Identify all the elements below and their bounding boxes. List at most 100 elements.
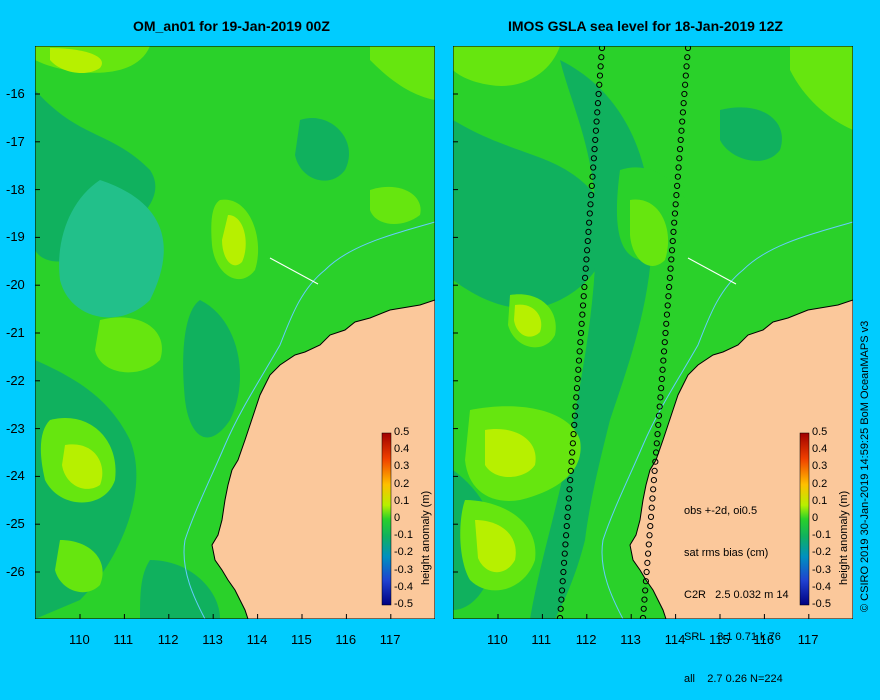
right-positive-anomaly-region xyxy=(790,46,853,130)
colorbar-tick-label: -0.5 xyxy=(394,598,413,610)
observation-point xyxy=(560,568,567,576)
observation-point xyxy=(680,100,687,107)
latitude-label: -23 xyxy=(6,420,25,436)
observation-point xyxy=(577,329,585,337)
observation-point xyxy=(580,293,587,300)
colorbar-tick-label: 0.2 xyxy=(394,477,410,490)
longitude-label: 116 xyxy=(753,632,775,647)
latitude-label: -16 xyxy=(6,86,25,101)
latitude-label: -22 xyxy=(6,372,25,388)
observation-point xyxy=(649,495,656,502)
observation-point xyxy=(679,118,686,125)
observation-point xyxy=(679,109,687,116)
observation-point xyxy=(670,228,677,235)
left-positive-anomaly-region xyxy=(62,444,103,489)
observation-point xyxy=(666,274,673,281)
observation-point xyxy=(571,412,579,419)
observation-point xyxy=(652,458,659,465)
longitude-label: 112 xyxy=(575,632,597,647)
latitude-label: -19 xyxy=(6,229,25,245)
observation-point xyxy=(650,476,657,484)
longitude-label: 111 xyxy=(531,632,552,647)
observation-point xyxy=(584,237,591,245)
observation-point xyxy=(677,136,684,144)
right-panel-title: IMOS GSLA sea level for 18-Jan-2019 12Z xyxy=(508,18,783,34)
observation-point xyxy=(672,201,679,208)
observation-point xyxy=(642,587,649,594)
left-negative-anomaly-region xyxy=(295,118,349,181)
observation-point xyxy=(569,449,576,456)
latitude-label: -24 xyxy=(6,468,25,484)
right-land-australia xyxy=(629,299,853,619)
left-positive-anomaly-region xyxy=(222,215,246,266)
observation-point xyxy=(676,155,683,162)
colorbar-tick-label: 0.3 xyxy=(394,460,410,473)
latitude-label: -25 xyxy=(6,516,25,532)
observation-point xyxy=(567,467,574,475)
observation-point xyxy=(662,329,669,337)
right-negative-anomaly-region xyxy=(720,107,782,161)
observation-point xyxy=(579,302,587,309)
observation-point xyxy=(647,513,655,520)
observation-point xyxy=(640,605,647,612)
observation-point xyxy=(652,449,660,456)
left-colorbar xyxy=(381,432,392,606)
observation-point xyxy=(577,339,584,346)
colorbar-tick-label: 0.4 xyxy=(394,443,410,456)
observation-point xyxy=(561,550,568,557)
observation-point xyxy=(655,421,662,429)
observation-point xyxy=(559,578,566,585)
observation-point xyxy=(565,495,572,502)
observation-point xyxy=(681,81,689,88)
left-positive-anomaly-region xyxy=(50,48,102,74)
observation-point xyxy=(655,412,663,419)
colorbar-tick-label: 0 xyxy=(394,512,401,524)
observation-point xyxy=(674,182,681,190)
observation-point xyxy=(582,265,589,272)
stats-line: all 2.7 0.26 N=224 xyxy=(684,673,783,685)
latitude-label: -20 xyxy=(6,277,25,293)
observation-point xyxy=(673,191,680,199)
colorbar-tick-label: -0.4 xyxy=(394,580,413,593)
observation-point xyxy=(589,173,596,180)
observation-point xyxy=(586,219,593,226)
colorbar-tick-label: 0.2 xyxy=(812,477,828,490)
observation-point xyxy=(641,596,648,603)
observation-point xyxy=(667,265,674,272)
left-negative-anomaly-region xyxy=(140,560,220,619)
longitude-label: 113 xyxy=(620,632,641,647)
colorbar-tick-label: -0.1 xyxy=(394,529,413,542)
observation-point xyxy=(594,109,601,116)
stats-line: SRL 3.1 0.71 k 76 xyxy=(684,631,781,643)
longitude-label: 110 xyxy=(487,632,508,647)
observation-point xyxy=(671,210,679,217)
longitude-label: 113 xyxy=(202,632,223,647)
observation-point xyxy=(562,532,570,539)
observation-point xyxy=(588,191,595,199)
latitude-label: -17 xyxy=(6,133,25,149)
observation-point xyxy=(566,486,573,493)
observation-point xyxy=(654,431,661,438)
right-positive-anomaly-region xyxy=(453,46,560,86)
observation-point xyxy=(586,210,593,217)
observation-point xyxy=(583,256,590,263)
observation-point xyxy=(657,394,664,401)
observation-point xyxy=(583,247,591,254)
observation-point xyxy=(676,146,684,153)
observation-point xyxy=(595,90,602,98)
observation-point xyxy=(671,219,678,226)
left-depth-contour xyxy=(183,221,435,619)
observation-point xyxy=(558,596,565,603)
observation-point xyxy=(684,46,692,52)
longitude-label: 110 xyxy=(69,632,90,647)
observation-point xyxy=(575,357,583,364)
left-negative-anomaly-region xyxy=(59,180,164,318)
colorbar-tick-label: 0.3 xyxy=(812,460,828,473)
credit-text: © CSIRO 2019 30-Jan-2019 14:59:25 BoM Oc… xyxy=(859,320,871,612)
right-colorbar-title: height anomaly (m) xyxy=(838,490,850,585)
right-negative-anomaly-region xyxy=(453,120,608,309)
colorbar-tick-label: 0.4 xyxy=(812,443,828,456)
observation-point xyxy=(597,63,604,70)
latitude-label: -18 xyxy=(6,181,25,197)
observation-point xyxy=(644,559,651,566)
